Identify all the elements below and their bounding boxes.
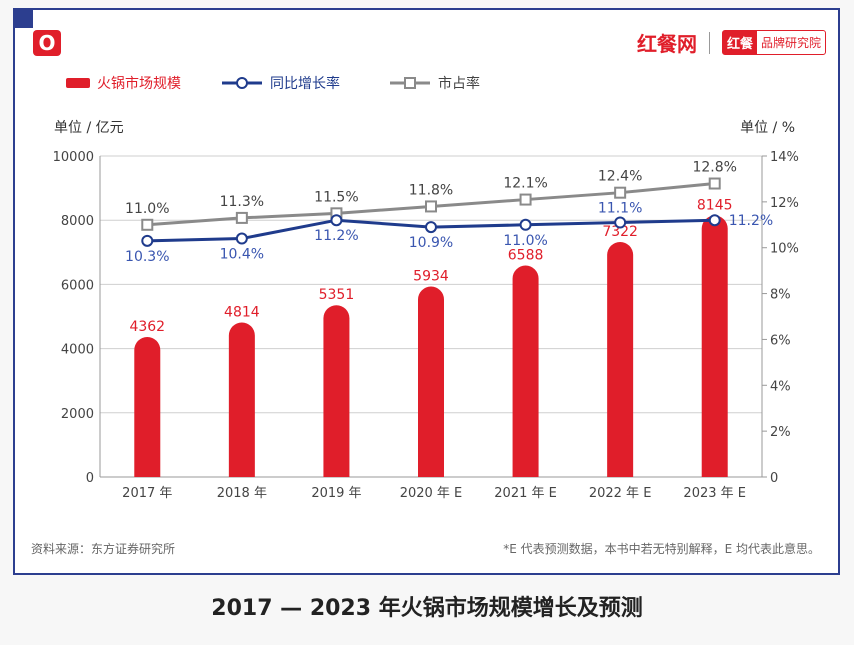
- growth-point: [425, 221, 437, 234]
- bar-value-label: 6588: [508, 248, 544, 264]
- share-point: [425, 200, 437, 213]
- share-point: [235, 211, 248, 224]
- brand-divider: [708, 31, 710, 54]
- growth-point: [519, 218, 532, 231]
- x-tick-label: 2022 年 E: [589, 486, 652, 501]
- bar-series: 4362 4814 5351 5934 6588 7322 8145: [129, 198, 733, 477]
- share-point: [519, 193, 532, 206]
- brand-badge: 红餐 品牌研究院: [721, 30, 826, 55]
- right-tick-label: 12%: [770, 196, 799, 211]
- source-note: 资料来源：东方证券研究所: [31, 541, 175, 556]
- legend-label-share: 市占率: [438, 75, 480, 92]
- growth-value-label: 11.2%: [314, 228, 358, 244]
- left-axis-unit: 单位 / 亿元: [54, 120, 124, 136]
- left-tick-label: 8000: [61, 214, 94, 229]
- bar: [323, 305, 350, 477]
- bar: [134, 336, 161, 477]
- right-tick-label: 2%: [770, 425, 791, 440]
- bar: [228, 322, 255, 477]
- bar-value-label: 8145: [697, 198, 733, 214]
- legend-label-bar: 火锅市场规模: [97, 75, 181, 92]
- growth-point: [708, 214, 721, 227]
- share-value-label: 11.3%: [220, 194, 264, 210]
- logo-mark: O: [33, 30, 61, 56]
- left-tick-label: 2000: [61, 407, 94, 422]
- right-tick-label: 14%: [770, 150, 799, 165]
- share-value-label: 11.0%: [125, 201, 169, 217]
- share-point: [614, 186, 627, 199]
- x-tick-label: 2019 年: [311, 486, 361, 501]
- bar-value-label: 4362: [129, 319, 165, 335]
- growth-value-label: 10.3%: [125, 249, 169, 265]
- bar-value-label: 4814: [224, 304, 260, 320]
- growth-point: [141, 234, 154, 247]
- bar: [701, 215, 728, 477]
- share-point: [141, 218, 154, 231]
- share-value-label: 12.1%: [503, 176, 547, 192]
- right-tick-label: 8%: [770, 288, 791, 303]
- figure-caption: 2017 — 2023 年火锅市场规模增长及预测: [211, 596, 643, 621]
- x-tick-label: 2023 年 E: [683, 486, 746, 501]
- x-tick-label: 2020 年 E: [400, 486, 463, 501]
- footnote: *E 代表预测数据，本书中若无特别解释，E 均代表此意思。: [503, 541, 820, 556]
- bar-value-label: 5351: [319, 287, 355, 303]
- bar-value-label: 5934: [413, 269, 449, 285]
- brand-header: 红餐网 红餐 品牌研究院: [637, 28, 826, 57]
- left-tick-label: 4000: [61, 343, 94, 358]
- right-tick-label: 10%: [770, 242, 799, 257]
- brand-badge-suffix: 品牌研究院: [760, 36, 821, 50]
- corner-accent: [15, 10, 33, 28]
- share-point: [708, 177, 721, 190]
- x-tick-label: 2018 年: [217, 486, 267, 501]
- growth-point: [614, 216, 627, 229]
- right-tick-label: 4%: [770, 379, 791, 394]
- share-line-series: 11.0% 11.3% 11.5% 11.8% 12.1% 12.4% 12.8%: [125, 160, 737, 231]
- left-tick-label: 10000: [53, 150, 94, 165]
- brand-badge-label: 红餐: [722, 31, 757, 54]
- legend-marker-growth: [236, 77, 248, 89]
- right-axis-unit: 单位 / %: [740, 120, 795, 136]
- share-value-label: 11.8%: [409, 182, 453, 198]
- bar: [512, 265, 539, 477]
- legend-marker-share: [404, 77, 416, 89]
- growth-value-label: 11.2%: [729, 213, 773, 229]
- growth-value-label: 10.9%: [409, 235, 453, 251]
- right-tick-label: 6%: [770, 333, 791, 348]
- growth-line-series: 10.3% 10.4% 11.2% 10.9% 11.0% 11.1% 11.2%: [125, 200, 773, 264]
- left-tick-label: 6000: [61, 278, 94, 293]
- bar: [418, 286, 444, 477]
- x-axis-labels: 2017 年 2018 年 2019 年 2020 年 E 2021 年 E 2022 年…: [122, 486, 746, 501]
- growth-point: [330, 214, 343, 227]
- legend-label-growth: 同比增长率: [270, 75, 340, 92]
- growth-value-label: 11.1%: [598, 200, 642, 216]
- right-tick-label: 0: [770, 471, 778, 486]
- brand-name: 红餐网: [636, 32, 697, 56]
- legend-swatch-bar: [66, 78, 90, 88]
- share-value-label: 11.5%: [314, 189, 358, 205]
- x-tick-label: 2021 年 E: [494, 486, 557, 501]
- bar-value-label: 7322: [602, 224, 638, 240]
- growth-value-label: 11.0%: [503, 233, 547, 249]
- x-tick-label: 2017 年: [122, 486, 172, 501]
- legend: 火锅市场规模 同比增长率 市占率: [66, 75, 480, 92]
- growth-value-label: 10.4%: [220, 247, 264, 263]
- left-axis-ticks: 0 2000 4000 6000 8000 10000: [53, 150, 94, 486]
- growth-point: [235, 232, 248, 245]
- share-value-label: 12.8%: [692, 160, 736, 176]
- left-tick-label: 0: [86, 471, 94, 486]
- share-value-label: 12.4%: [598, 169, 642, 185]
- bar: [607, 241, 634, 477]
- right-axis-ticks: 0 2% 4% 6% 8% 10% 12% 14%: [762, 150, 799, 486]
